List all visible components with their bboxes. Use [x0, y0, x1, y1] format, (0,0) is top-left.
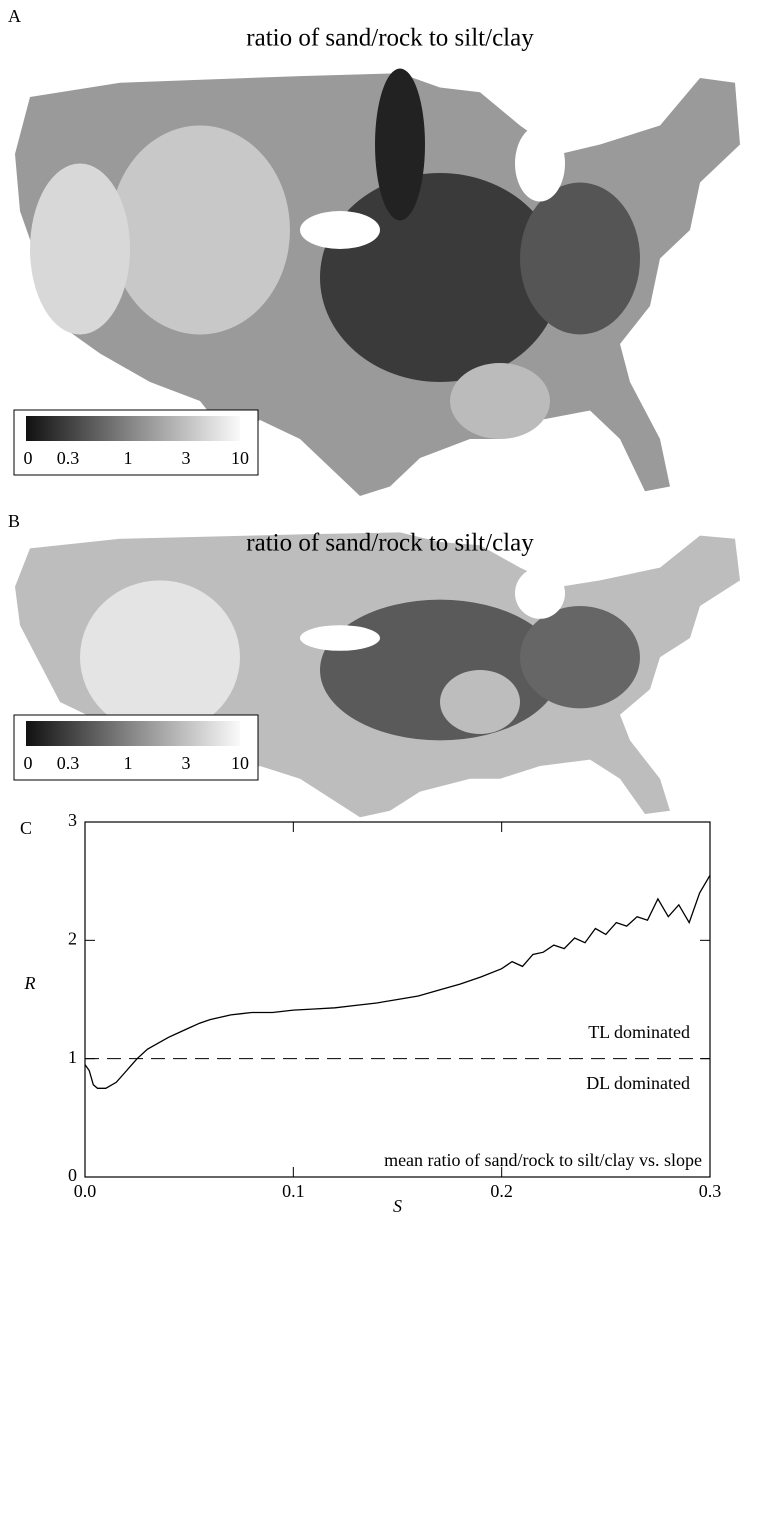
annotation: TL dominated [588, 1022, 690, 1042]
x-axis-label: S [393, 1196, 402, 1216]
colorbar-label: 10 [231, 753, 249, 773]
colorbar [26, 721, 240, 746]
map-title: ratio of sand/rock to silt/clay [246, 25, 534, 52]
colorbar-label: 1 [124, 753, 133, 773]
y-axis-label: R [24, 973, 36, 993]
map-title: ratio of sand/rock to silt/clay [246, 530, 534, 557]
colorbar-label: 3 [182, 753, 191, 773]
annotation: mean ratio of sand/rock to silt/clay vs.… [384, 1150, 702, 1170]
annotation: DL dominated [586, 1073, 690, 1093]
panel-label: A [8, 6, 21, 26]
figure: Aratio of sand/rock to silt/clay00.31310… [0, 0, 774, 1522]
colorbar [26, 416, 240, 441]
x-tick-label: 0.1 [282, 1181, 305, 1201]
colorbar-label: 1 [124, 448, 133, 468]
panel-label: B [8, 511, 20, 531]
x-tick-label: 0.3 [699, 1181, 722, 1201]
x-tick-label: 0.2 [490, 1181, 513, 1201]
y-tick-label: 1 [68, 1047, 77, 1067]
colorbar-label: 0.3 [57, 448, 80, 468]
data-line [85, 875, 710, 1088]
panel-label: C [20, 818, 32, 838]
x-tick-label: 0.0 [74, 1181, 97, 1201]
colorbar-label: 0.3 [57, 753, 80, 773]
colorbar-label: 10 [231, 448, 249, 468]
colorbar-label: 3 [182, 448, 191, 468]
colorbar-label: 0 [24, 448, 33, 468]
y-tick-label: 3 [68, 810, 77, 830]
y-tick-label: 2 [68, 928, 77, 948]
colorbar-label: 0 [24, 753, 33, 773]
